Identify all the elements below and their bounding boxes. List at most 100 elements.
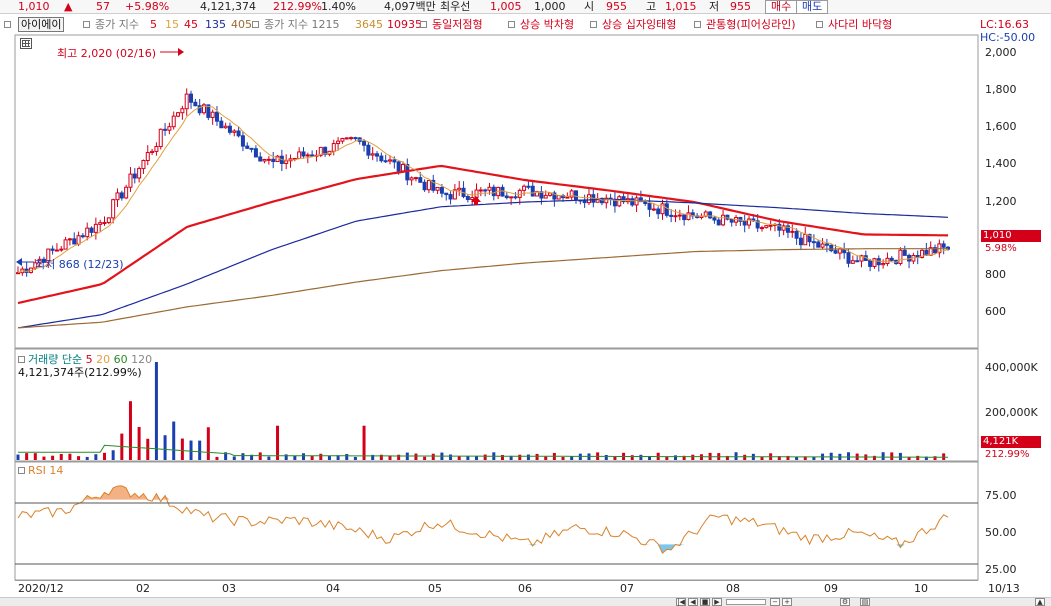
- volume-bar: [561, 456, 565, 460]
- candle-body: [509, 196, 514, 199]
- rsi-legend: RSI 14: [18, 464, 63, 477]
- volume-bar: [725, 455, 729, 460]
- candle-body: [768, 224, 773, 227]
- time-label-07: 07: [620, 582, 634, 595]
- volume-bar: [630, 455, 634, 460]
- candle-body: [574, 190, 578, 201]
- volume-bar: [500, 455, 504, 460]
- candle-body: [933, 247, 938, 254]
- time-label-2020-12: 2020/12: [18, 582, 64, 595]
- candle-body: [664, 203, 669, 216]
- zoom-in-icon[interactable]: +: [782, 598, 792, 606]
- candle-body: [197, 105, 202, 114]
- scroll-right-icon[interactable]: ▶: [712, 598, 722, 606]
- buy-button[interactable]: 매수: [765, 0, 798, 14]
- candle-body: [210, 111, 215, 118]
- zoom-out-icon[interactable]: −: [770, 598, 780, 606]
- candle-body: [206, 104, 211, 118]
- candle-body: [145, 152, 150, 161]
- volume-bar: [743, 454, 747, 460]
- ma-period-405: 405: [231, 18, 252, 31]
- arrow-up-icon[interactable]: ▲: [1035, 598, 1045, 606]
- candle-body: [703, 211, 708, 217]
- candle-body: [881, 262, 886, 266]
- candle-body: [305, 154, 310, 157]
- rsi-overbought-fill: [18, 485, 948, 500]
- candle-body: [803, 233, 808, 246]
- volume-bar: [526, 454, 530, 460]
- volume-bars: [16, 362, 948, 460]
- candle-body: [340, 138, 345, 142]
- candle-body: [500, 186, 505, 197]
- candle-body: [366, 144, 371, 156]
- current-pct-tag: 5.98%: [985, 243, 1017, 254]
- pattern-toggle-3[interactable]: [590, 18, 600, 31]
- volume-bar: [475, 456, 479, 460]
- candle-body: [764, 225, 769, 229]
- scroll-left-icon[interactable]: ◀: [688, 598, 698, 606]
- candle-body: [37, 258, 42, 264]
- pattern-toggle-5[interactable]: [816, 18, 826, 31]
- volume-bar: [604, 454, 608, 460]
- volume-bar: [327, 455, 331, 460]
- candle-body: [124, 186, 129, 199]
- pattern-label-1: 동일저점형: [432, 18, 483, 31]
- candle-body: [158, 128, 163, 148]
- volume-bar: [336, 455, 340, 460]
- volume-bar: [466, 455, 470, 460]
- candle-body: [115, 192, 120, 201]
- ma-toggle[interactable]: [83, 18, 93, 31]
- y-tick-2000: 2,000: [985, 46, 1017, 59]
- stop-icon[interactable]: ■: [700, 598, 710, 606]
- grid-icon[interactable]: [20, 38, 32, 49]
- settings-icon[interactable]: ⚙: [840, 598, 850, 606]
- candle-body: [362, 140, 367, 146]
- volume-bar: [137, 427, 141, 460]
- stock-name[interactable]: 아이에이: [18, 17, 65, 32]
- pattern-toggle-2[interactable]: [508, 18, 518, 31]
- pattern-toggle-1[interactable]: [420, 18, 430, 31]
- scrollbar-track[interactable]: [726, 599, 766, 605]
- candle-body: [46, 248, 51, 263]
- volume-bar: [25, 453, 29, 460]
- volume-bar: [163, 435, 167, 460]
- rsi-legend-checkbox[interactable]: [18, 467, 25, 474]
- volume-value: 4,121,374: [200, 0, 256, 13]
- candle-body: [232, 130, 237, 133]
- candle-body: [59, 248, 64, 251]
- volume-bar: [665, 456, 669, 460]
- sell-button[interactable]: 매도: [796, 0, 829, 14]
- candle-body: [67, 238, 72, 241]
- y-tick-800: 800: [985, 268, 1006, 281]
- pattern-toggle-4[interactable]: [694, 18, 704, 31]
- candle-body: [167, 126, 172, 131]
- ma2-toggle[interactable]: [252, 18, 262, 31]
- volume-bar: [345, 454, 349, 460]
- trade-amount: 4,097백만: [384, 0, 436, 13]
- volume-legend-checkbox[interactable]: [18, 356, 25, 363]
- volume-bar: [77, 456, 81, 460]
- volume-bar: [457, 456, 461, 460]
- candle-body: [102, 222, 107, 225]
- candle-body: [418, 177, 423, 183]
- candle-body: [504, 195, 509, 199]
- candle-body: [586, 194, 591, 204]
- volume-bar: [189, 440, 193, 460]
- candle-body: [50, 248, 55, 251]
- candle-body: [656, 208, 661, 215]
- print-icon[interactable]: ▤: [860, 598, 870, 606]
- volume-bar: [258, 452, 262, 460]
- candle-body: [539, 191, 544, 199]
- volume-bar: [570, 456, 574, 460]
- volume-bar: [301, 453, 305, 460]
- candle-body: [725, 214, 730, 220]
- volume-bar: [691, 454, 695, 460]
- scroll-first-icon[interactable]: |◀: [676, 598, 686, 606]
- title-checkbox[interactable]: [4, 18, 14, 31]
- vol-tick-400000k: 400,000K: [985, 361, 1038, 374]
- candle-body: [790, 230, 795, 233]
- candle-body: [258, 156, 263, 162]
- candle-body: [651, 208, 656, 211]
- candle-body: [72, 238, 77, 245]
